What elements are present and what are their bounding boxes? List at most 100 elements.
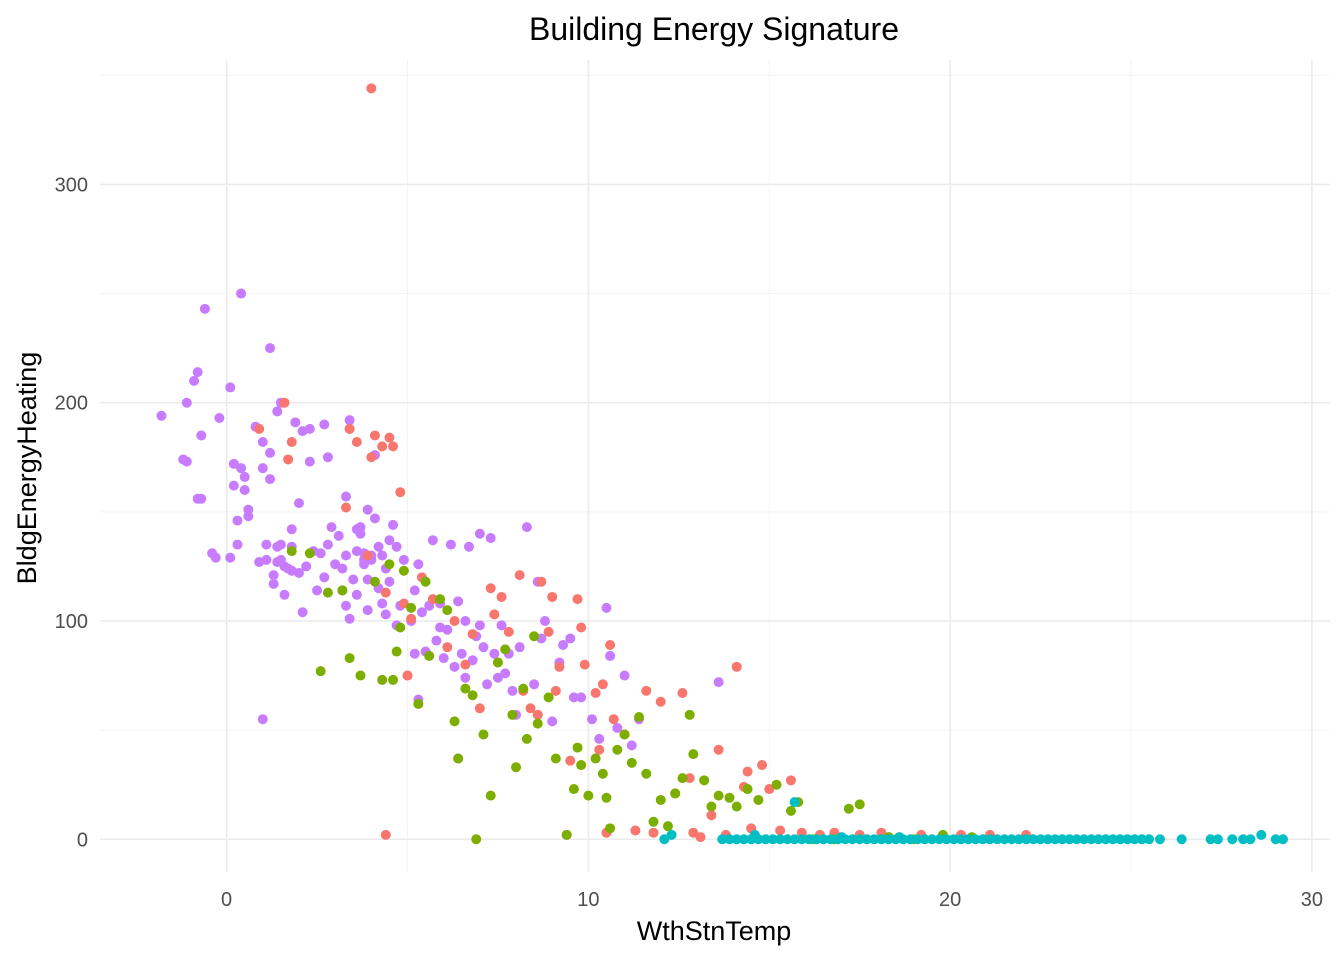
data-point	[977, 834, 988, 845]
data-point	[236, 288, 247, 299]
data-point	[283, 454, 294, 465]
data-point	[467, 629, 478, 640]
data-point	[265, 343, 276, 354]
data-point	[529, 631, 540, 642]
data-point	[214, 412, 225, 423]
data-point	[315, 666, 326, 677]
data-point	[601, 602, 612, 613]
data-point	[583, 790, 594, 801]
data-point	[706, 801, 717, 812]
data-point	[576, 692, 587, 703]
data-point	[912, 834, 923, 845]
data-point	[322, 587, 333, 598]
data-point	[333, 530, 344, 541]
data-point	[532, 709, 543, 720]
data-point	[626, 757, 637, 768]
data-point	[384, 576, 395, 587]
data-point	[500, 644, 511, 655]
data-point	[449, 716, 460, 727]
data-point	[474, 528, 485, 539]
data-point	[344, 423, 355, 434]
data-point	[742, 766, 753, 777]
x-tick-label: 0	[221, 889, 232, 911]
data-point	[764, 784, 775, 795]
data-point	[804, 834, 815, 845]
data-point	[843, 803, 854, 814]
data-point	[695, 832, 706, 843]
data-point	[261, 554, 272, 565]
data-point	[355, 670, 366, 681]
data-point	[268, 570, 279, 581]
data-point	[869, 834, 880, 845]
data-point	[442, 624, 453, 635]
data-point	[388, 441, 399, 452]
data-point	[279, 589, 290, 600]
data-point	[492, 672, 503, 683]
data-point	[536, 576, 547, 587]
data-point	[724, 834, 735, 845]
data-point	[1006, 834, 1017, 845]
data-points	[156, 83, 1288, 845]
data-point	[568, 692, 579, 703]
data-point	[293, 498, 304, 509]
data-point	[565, 755, 576, 766]
data-point	[257, 714, 268, 725]
data-point	[286, 436, 297, 447]
data-point	[655, 696, 666, 707]
data-point	[427, 535, 438, 546]
data-point	[304, 423, 315, 434]
data-point	[304, 456, 315, 467]
data-point	[724, 792, 735, 803]
y-tick-label: 0	[77, 829, 88, 851]
data-point	[286, 524, 297, 535]
data-point	[572, 742, 583, 753]
data-point	[460, 615, 471, 626]
data-point	[362, 550, 373, 561]
data-point	[576, 760, 587, 771]
data-point	[406, 613, 417, 624]
data-point	[474, 620, 485, 631]
data-point	[398, 554, 409, 565]
data-point	[771, 779, 782, 790]
data-point	[482, 679, 493, 690]
data-point	[532, 718, 543, 729]
data-point	[373, 541, 384, 552]
data-point	[731, 834, 742, 845]
data-point	[1050, 834, 1061, 845]
data-point	[341, 502, 351, 513]
data-point	[478, 729, 489, 740]
data-point	[1013, 834, 1024, 845]
data-point	[380, 587, 391, 598]
data-point	[362, 504, 373, 515]
data-point	[297, 607, 308, 618]
data-point	[268, 578, 279, 589]
data-point	[684, 773, 695, 784]
data-point	[605, 650, 616, 661]
data-point	[767, 834, 778, 845]
data-point	[518, 683, 529, 694]
data-point	[1057, 834, 1068, 845]
y-tick-label: 100	[55, 611, 88, 633]
data-point	[547, 591, 558, 602]
data-point	[275, 539, 286, 550]
data-point	[435, 594, 446, 605]
data-point	[449, 661, 460, 672]
data-point	[344, 653, 355, 664]
data-point	[876, 834, 887, 845]
data-point	[785, 805, 796, 816]
data-point	[348, 574, 359, 585]
data-point	[362, 605, 373, 616]
data-point	[818, 834, 829, 845]
data-point	[413, 559, 424, 570]
data-point	[312, 585, 323, 596]
data-point	[579, 659, 590, 670]
data-point	[742, 784, 753, 795]
data-point	[330, 559, 341, 570]
data-point	[442, 605, 453, 616]
data-point	[576, 622, 587, 633]
data-point	[601, 792, 612, 803]
data-point	[453, 596, 464, 607]
data-point	[391, 541, 402, 552]
data-point	[232, 539, 243, 550]
